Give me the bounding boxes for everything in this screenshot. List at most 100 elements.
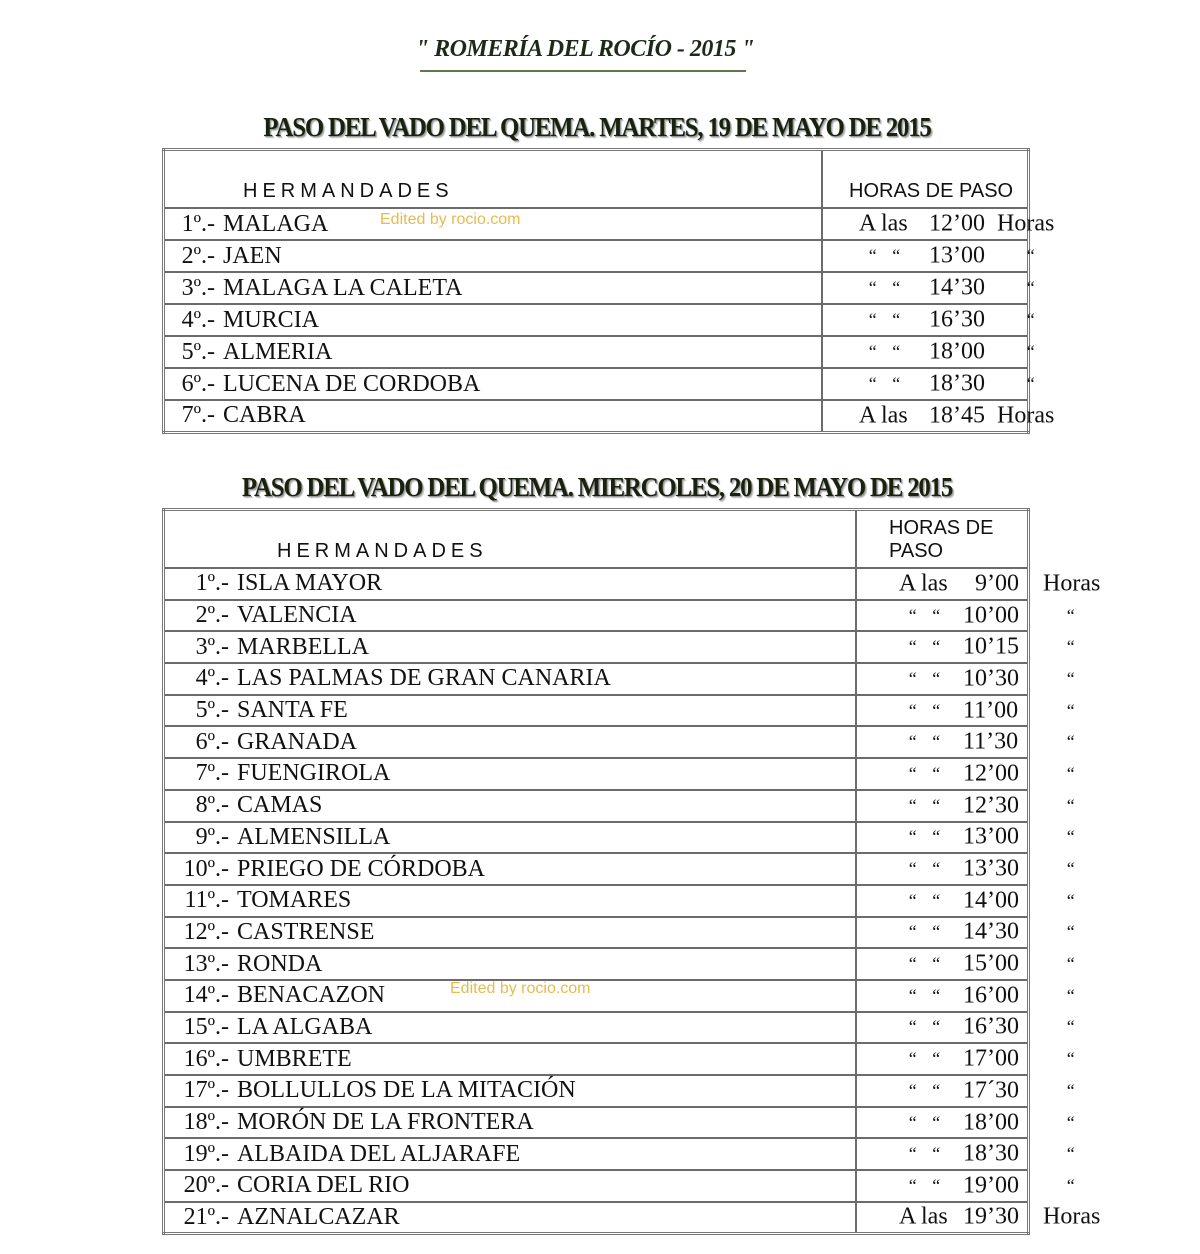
time-suffix: “ <box>1025 277 1036 298</box>
time-value: 14’30 <box>929 274 985 301</box>
time-suffix: Horas <box>1043 570 1101 597</box>
time-value: 13’00 <box>963 823 1019 850</box>
hermandad-cell: 1º.- ISLA MAYOR <box>162 567 857 601</box>
time-prefix: “ “ <box>907 1016 941 1037</box>
time-value: 18’30 <box>929 370 985 397</box>
time-cell: A las 19’30 Horas <box>855 1200 1100 1235</box>
time-suffix: “ <box>1065 921 1076 942</box>
document-title: " ROMERÍA DEL ROCÍO - 2015 " <box>415 36 755 62</box>
hermandad-name: JAEN <box>223 242 282 269</box>
hermandad-cell: 14º.- BENACAZON <box>162 978 857 1013</box>
time-value: 18’00 <box>929 338 985 365</box>
time-prefix: “ “ <box>907 1080 941 1101</box>
hermandad-cell: 3º.- MARBELLA <box>162 630 857 665</box>
hermandad-name: FUENGIROLA <box>237 760 391 787</box>
time-suffix: “ <box>1065 953 1076 974</box>
table-row: 7º.- CABRA A las 18’45 Horas <box>162 399 1054 433</box>
row-number: 1º.- <box>181 210 215 237</box>
hermandad-name: SANTA FE <box>237 697 348 724</box>
row-number: 6º.- <box>195 728 229 755</box>
time-value: 18’45 <box>929 402 985 429</box>
row-number: 3º.- <box>195 633 229 660</box>
time-suffix: “ <box>1025 309 1036 330</box>
table-row: 8º.- CAMAS “ “ 12’30 “ <box>162 788 1075 823</box>
time-prefix: “ “ <box>907 1048 941 1069</box>
row-number: 4º.- <box>195 665 229 692</box>
time-value: 10’30 <box>963 665 1019 692</box>
hermandad-cell: 5º.- SANTA FE <box>162 693 857 728</box>
hermandad-cell: 10º.- PRIEGO DE CÓRDOBA <box>162 852 857 886</box>
time-suffix: “ <box>1065 763 1076 784</box>
hermandad-cell: 3º.- MALAGA LA CALETA <box>162 271 823 305</box>
row-number: 19º.- <box>183 1140 229 1167</box>
time-suffix: “ <box>1025 373 1036 394</box>
hermandad-name: MURCIA <box>223 306 320 333</box>
time-cell: “ “ 17’00 “ <box>855 1042 1075 1076</box>
hermandad-name: ALMERIA <box>223 338 333 365</box>
time-cell: “ “ 18’00 “ <box>855 1105 1075 1140</box>
hermandad-name: ALBAIDA DEL ALJARAFE <box>237 1140 521 1167</box>
time-value: 14’30 <box>963 918 1019 945</box>
hermandad-cell: 7º.- FUENGIROLA <box>162 757 857 791</box>
time-value: 14’00 <box>963 887 1019 914</box>
schedule-table-tuesday: HERMANDADES HORAS DE PASO 1º.- MALAGA A la… <box>162 148 1054 434</box>
table-row: 6º.- GRANADA “ “ 11’30 “ <box>162 725 1075 760</box>
time-cell: “ “ 13’30 “ <box>855 852 1075 886</box>
hermandad-cell: 4º.- LAS PALMAS DE GRAN CANARIA <box>162 662 857 696</box>
time-prefix: “ “ <box>907 1112 941 1133</box>
hermandad-name: TOMARES <box>237 887 352 914</box>
time-cell: “ “ 18’30 “ <box>821 367 1035 401</box>
time-suffix: “ <box>1065 985 1076 1006</box>
time-value: 15’00 <box>963 950 1019 977</box>
column-header-horas: HORAS DE PASO <box>855 508 1030 569</box>
time-cell: “ “ 14’00 “ <box>855 883 1075 918</box>
row-number: 7º.- <box>195 760 229 787</box>
row-number: 2º.- <box>181 242 215 269</box>
hermandad-name: AZNALCAZAR <box>237 1203 400 1230</box>
time-suffix: “ <box>1025 245 1036 266</box>
row-number: 11º.- <box>184 887 229 914</box>
time-cell: “ “ 11’00 “ <box>855 693 1075 728</box>
time-value: 10’00 <box>963 602 1019 629</box>
time-prefix: “ “ <box>907 921 941 942</box>
time-suffix: “ <box>1065 731 1076 752</box>
table-row: 3º.- MARBELLA “ “ 10’15 “ <box>162 630 1075 665</box>
time-prefix: “ “ <box>907 985 941 1006</box>
time-suffix: Horas <box>997 402 1055 429</box>
time-cell: “ “ 10’15 “ <box>855 630 1075 665</box>
hermandad-cell: 21º.- AZNALCAZAR <box>162 1200 857 1235</box>
table-row: 1º.- MALAGA A las 12’00 Horas <box>162 207 1054 241</box>
time-prefix: “ “ <box>867 245 901 266</box>
row-number: 14º.- <box>183 982 229 1009</box>
time-prefix: A las <box>859 210 908 237</box>
row-number: 17º.- <box>183 1077 229 1104</box>
table-row: 20º.- CORIA DEL RIO “ “ 19’00 “ <box>162 1169 1075 1203</box>
table-row: 17º.- BOLLULLOS DE LA MITACIÓN “ “ 17´30 “ <box>162 1074 1075 1108</box>
title-underline <box>420 70 746 72</box>
row-number: 2º.- <box>195 602 229 629</box>
time-cell: “ “ 10’00 “ <box>855 598 1075 633</box>
row-number: 18º.- <box>183 1109 229 1136</box>
time-value: 18’00 <box>963 1109 1019 1136</box>
time-suffix: “ <box>1065 890 1076 911</box>
row-number: 8º.- <box>195 792 229 819</box>
table-row: 16º.- UMBRETE “ “ 17’00 “ <box>162 1042 1075 1076</box>
hermandad-name: GRANADA <box>237 728 357 755</box>
column-header-hermandades: HERMANDADES <box>162 148 823 209</box>
time-prefix: “ “ <box>907 826 941 847</box>
time-prefix: “ “ <box>907 605 941 626</box>
hermandad-name: ISLA MAYOR <box>237 570 383 597</box>
time-prefix: “ “ <box>907 668 941 689</box>
time-prefix: A las <box>899 1203 948 1230</box>
hermandad-cell: 9º.- ALMENSILLA <box>162 820 857 855</box>
table-row: 5º.- ALMERIA “ “ 18’00 “ <box>162 335 1035 369</box>
time-prefix: “ “ <box>907 953 941 974</box>
table-row: 3º.- MALAGA LA CALETA “ “ 14’30 “ <box>162 271 1035 305</box>
hermandad-name: VALENCIA <box>237 602 357 629</box>
hermandad-name: UMBRETE <box>237 1045 352 1072</box>
table-header-row: HERMANDADES HORAS DE PASO <box>162 148 1030 209</box>
row-number: 3º.- <box>181 274 215 301</box>
hermandad-name: RONDA <box>237 950 323 977</box>
time-cell: “ “ 11’30 “ <box>855 725 1075 760</box>
hermandad-cell: 4º.- MURCIA <box>162 303 823 337</box>
